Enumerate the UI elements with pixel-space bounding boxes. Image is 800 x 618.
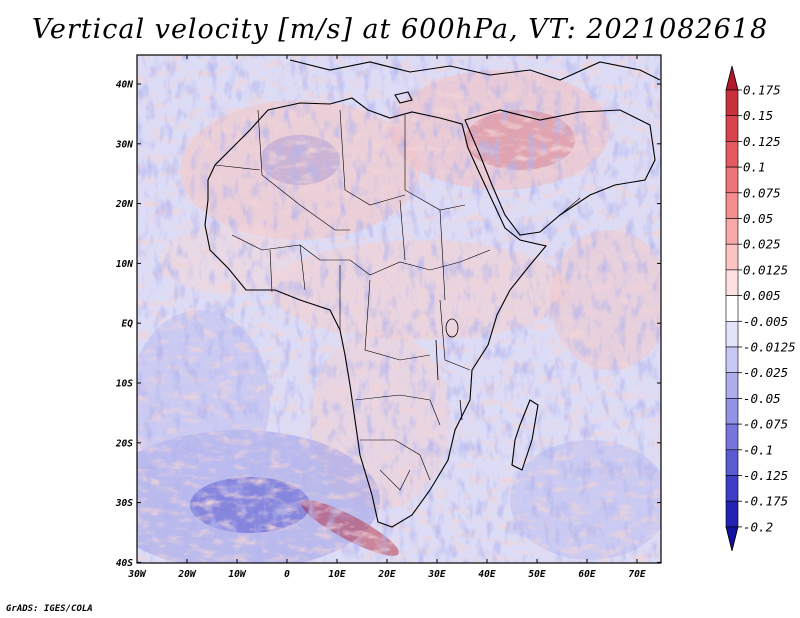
colorbar-swatch bbox=[725, 192, 739, 219]
lon-label: 20W bbox=[177, 569, 196, 580]
colorbar-swatch bbox=[725, 500, 739, 528]
colorbar-level-label: 0.05 bbox=[743, 211, 773, 226]
colorbar: 0.175 0.15 0.125 0.1 0.075 0.05 0.025 0.0125 0.0… bbox=[725, 65, 796, 551]
axis-ticks bbox=[136, 55, 661, 563]
lat-label: 40S bbox=[116, 558, 133, 569]
colorbar-level-label: 0.1 bbox=[743, 160, 766, 175]
lat-label: EQ bbox=[122, 319, 134, 330]
grads-credit: GrADS: IGES/COLA bbox=[6, 604, 93, 614]
colorbar-level-label: 0.075 bbox=[743, 185, 781, 200]
colorbar-swatch bbox=[725, 449, 739, 476]
map-title: Vertical velocity [m/s] at 600hPa, VT: 2… bbox=[31, 14, 769, 45]
colorbar-swatch bbox=[725, 475, 739, 502]
colorbar-level-label: 0.175 bbox=[743, 83, 781, 98]
colorbar-swatch bbox=[725, 346, 739, 374]
colorbar-level-label: 0.005 bbox=[743, 288, 781, 303]
lakes bbox=[435, 318, 463, 421]
colorbar-swatch bbox=[725, 320, 739, 348]
lon-label: 10W bbox=[228, 569, 246, 580]
colorbar-swatch bbox=[725, 218, 739, 245]
lat-label: 10S bbox=[116, 379, 133, 390]
colorbar-level-label: -0.0125 bbox=[743, 340, 796, 355]
coastlines bbox=[204, 59, 661, 528]
colorbar-top-arrow bbox=[725, 65, 739, 91]
colorbar-level-label: -0.05 bbox=[743, 391, 781, 406]
colorbar-swatch bbox=[725, 295, 739, 322]
lat-label: 20S bbox=[115, 438, 133, 449]
colorbar-swatch bbox=[725, 141, 739, 168]
velocity-field bbox=[137, 55, 661, 563]
colorbar-level-label: 0.0125 bbox=[743, 262, 788, 277]
lon-label: 60E bbox=[578, 569, 595, 580]
lon-label: 30E bbox=[427, 569, 445, 580]
colorbar-level-label: 0.025 bbox=[743, 237, 781, 252]
lat-label: 20N bbox=[115, 199, 133, 210]
colorbar-level-label: 0.15 bbox=[743, 108, 773, 123]
colorbar-swatch bbox=[725, 398, 739, 425]
colorbar-level-label: -0.005 bbox=[743, 314, 788, 329]
colorbar-level-label: -0.175 bbox=[743, 494, 788, 509]
colorbar-level-label: -0.2 bbox=[743, 519, 773, 534]
colorbar-swatch bbox=[725, 423, 739, 451]
lon-label: 10E bbox=[328, 569, 345, 580]
colorbar-level-label: -0.025 bbox=[743, 365, 788, 380]
lon-label: 70E bbox=[628, 569, 645, 580]
colorbar-swatch bbox=[725, 115, 739, 142]
colorbar-bottom-arrow bbox=[725, 526, 739, 551]
colorbar-level-label: -0.075 bbox=[743, 417, 788, 432]
country-borders bbox=[214, 109, 581, 491]
colorbar-level-label: -0.125 bbox=[743, 468, 788, 483]
colorbar-swatch bbox=[725, 89, 739, 117]
lat-label: 40N bbox=[116, 80, 133, 91]
colorbar-swatch bbox=[725, 243, 739, 271]
lat-label: 30N bbox=[115, 139, 133, 150]
lon-label: 30W bbox=[127, 569, 146, 580]
colorbar-level-label: 0.125 bbox=[743, 134, 781, 149]
colorbar-level-label: -0.1 bbox=[743, 442, 773, 457]
lon-label: 20E bbox=[377, 569, 395, 580]
lon-label: 0 bbox=[284, 569, 290, 580]
axis-labels: 30W 20W 10W 0 10E 20E 30E 40E 50E 60E 70E 40N 30N 20N… bbox=[115, 80, 646, 581]
colorbar-swatch bbox=[725, 372, 739, 399]
lon-label: 50E bbox=[528, 569, 545, 580]
colorbar-swatch bbox=[725, 166, 739, 194]
colorbar-swatch bbox=[725, 269, 739, 296]
lon-label: 40E bbox=[478, 569, 495, 580]
lat-label: 10N bbox=[116, 259, 133, 270]
lat-label: 30S bbox=[115, 498, 133, 509]
plot-frame bbox=[136, 54, 662, 564]
